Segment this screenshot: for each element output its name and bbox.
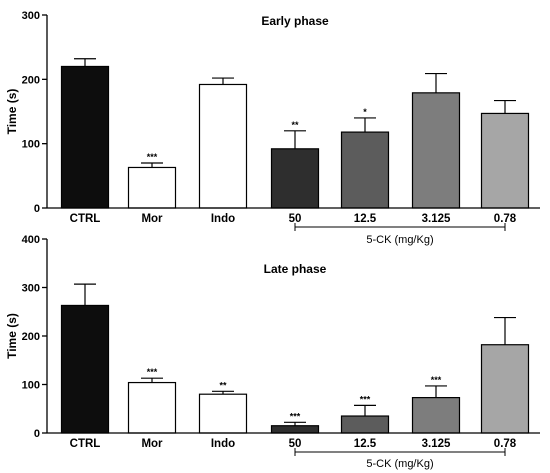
early-bar-4 [340, 131, 390, 209]
late-significance-1: *** [147, 367, 158, 377]
early-chart-title: Early phase [261, 14, 329, 28]
early-category-label-4: 12.5 [354, 213, 377, 225]
late-category-label-5: 3.125 [422, 438, 451, 450]
early-y-tick-label-0: 0 [34, 203, 40, 215]
late-bar-5 [411, 396, 461, 434]
early-category-label-2: Indo [211, 213, 235, 225]
late-phase-chart: Late phase Time (s) 5-CK (mg/Kg) CTRL***… [5, 234, 540, 470]
early-bar-1 [127, 166, 177, 209]
late-y-tick-label-2: 200 [22, 331, 40, 343]
early-bar-5 [411, 92, 461, 209]
late-category-label-3: 50 [289, 438, 302, 450]
late-bar-4 [340, 415, 390, 434]
early-y-tick-label-1: 100 [22, 139, 40, 151]
early-bar-3 [270, 148, 320, 209]
late-chart-title: Late phase [264, 262, 327, 276]
late-y-tick-label-4: 400 [22, 234, 40, 246]
early-bar-6 [480, 112, 530, 209]
late-category-label-4: 12.5 [354, 438, 377, 450]
late-category-label-2: Indo [211, 438, 235, 450]
early-significance-1: *** [147, 152, 158, 162]
late-significance-5: *** [431, 375, 442, 385]
late-bar-6 [480, 344, 530, 434]
late-bar-3 [270, 425, 320, 434]
early-category-label-6: 0.78 [494, 213, 517, 225]
early-significance-3: ** [291, 120, 299, 130]
late-bar-0 [60, 304, 110, 434]
early-significance-4: * [363, 107, 367, 117]
late-bar-2 [198, 393, 248, 434]
early-category-label-0: CTRL [70, 213, 101, 225]
late-y-tick-label-0: 0 [34, 428, 40, 440]
early-category-label-1: Mor [141, 213, 163, 225]
late-y-axis-label: Time (s) [5, 313, 19, 359]
early-category-label-5: 3.125 [422, 213, 451, 225]
early-y-axis-label: Time (s) [5, 89, 19, 135]
late-bar-1 [127, 381, 177, 434]
early-y-tick-label-2: 200 [22, 74, 40, 86]
late-category-label-6: 0.78 [494, 438, 517, 450]
late-significance-3: *** [290, 411, 301, 421]
late-y-tick-label-1: 100 [22, 380, 40, 392]
early-bar-2 [198, 83, 248, 209]
early-y-tick-label-3: 300 [22, 10, 40, 22]
late-significance-4: *** [360, 394, 371, 404]
early-group-label: 5-CK (mg/Kg) [366, 234, 433, 246]
early-category-label-3: 50 [289, 213, 302, 225]
late-category-label-0: CTRL [70, 438, 101, 450]
early-bar-0 [60, 65, 110, 209]
late-category-label-1: Mor [141, 438, 163, 450]
late-significance-2: ** [219, 380, 227, 390]
early-phase-chart: Early phase Time (s) 5-CK (mg/Kg) CTRL**… [5, 10, 540, 246]
late-y-tick-label-3: 300 [22, 283, 40, 295]
late-group-label: 5-CK (mg/Kg) [366, 458, 433, 470]
